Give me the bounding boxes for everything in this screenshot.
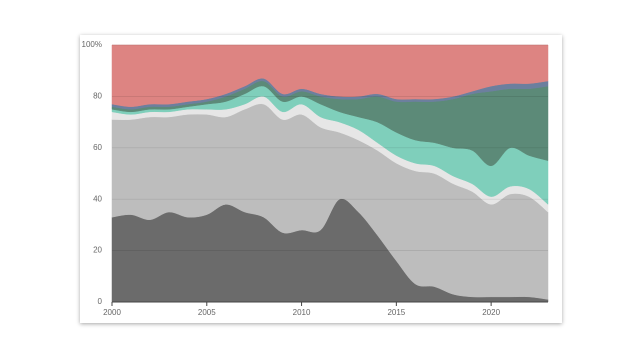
x-tick-label: 2005 — [198, 308, 216, 317]
area — [111, 44, 549, 107]
x-tick-label: 2000 — [103, 308, 121, 317]
y-tick-label: 0 — [98, 297, 103, 306]
y-tick-label: 60 — [93, 143, 102, 152]
x-tick-label: 2015 — [387, 308, 405, 317]
y-tick-label: 100% — [82, 40, 102, 49]
x-tick-label: 2020 — [482, 308, 500, 317]
y-tick-label: 20 — [93, 246, 102, 255]
y-tick-label: 40 — [93, 194, 102, 203]
x-tick-label: 2010 — [293, 308, 311, 317]
y-tick-label: 80 — [93, 92, 102, 101]
